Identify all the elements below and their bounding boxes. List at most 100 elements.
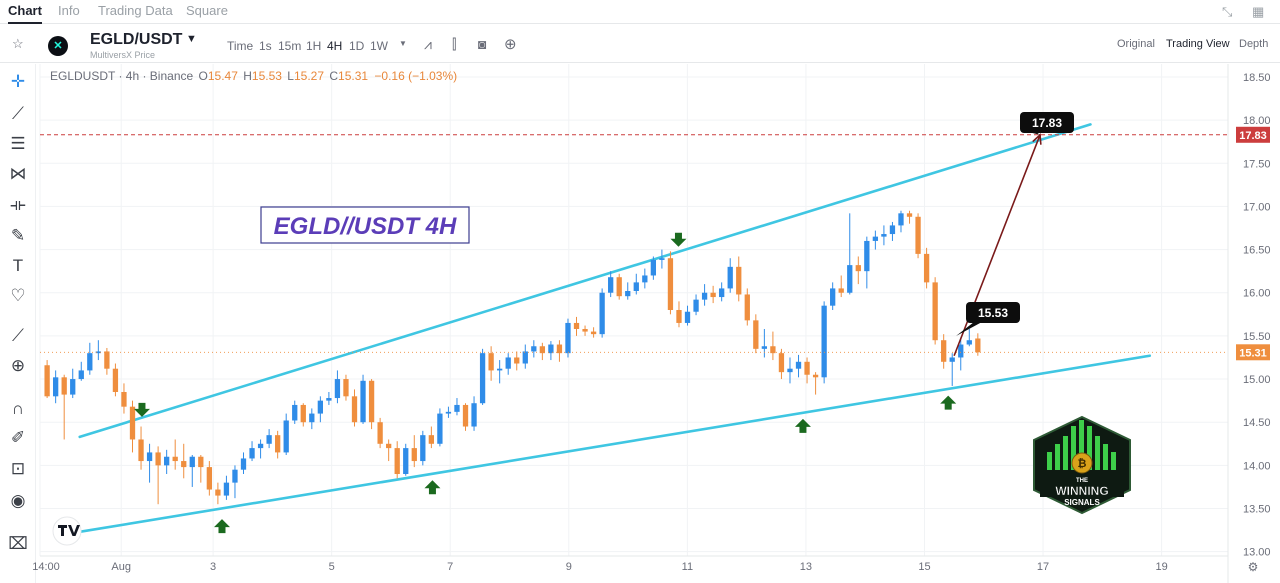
candle [838, 275, 844, 298]
candle [394, 441, 400, 479]
tab-chart[interactable]: Chart [8, 3, 42, 24]
candle-body [667, 258, 674, 310]
tab-info[interactable]: Info [58, 3, 80, 18]
candle-body [172, 456, 178, 462]
interval-1h[interactable]: 1H [306, 39, 322, 53]
candle [189, 455, 195, 487]
candle-body [941, 340, 947, 362]
interval-dropdown-icon[interactable]: ▼ [399, 39, 407, 48]
logo-text-winning: WINNING [1055, 484, 1108, 498]
grid-icon[interactable]: ▦ [1252, 4, 1265, 19]
camera-icon[interactable]: ◙ [478, 36, 487, 52]
candle [531, 340, 537, 358]
crosshair-icon[interactable]: ✛ [10, 72, 26, 91]
candle-body [309, 413, 315, 423]
interval-1d[interactable]: 1D [349, 39, 365, 53]
candle [164, 449, 170, 474]
price-tick-label: 15.50 [1243, 331, 1271, 343]
trendline-icon[interactable]: ⟋ [12, 104, 24, 123]
time-tick-label: 13 [800, 561, 812, 573]
symbol-subtitle: MultiversX Price [90, 50, 156, 60]
lock-draw-icon[interactable]: ✐ [10, 428, 26, 447]
add-icon[interactable]: ⊕ [504, 36, 517, 53]
tab-square[interactable]: Square [186, 3, 228, 18]
candle-body [958, 344, 964, 358]
brush-icon[interactable]: ✎ [10, 226, 26, 245]
time-tick-label: 19 [1155, 561, 1167, 573]
annotations: 17.83 15.53 EGLD//USDT 4H ₿ THEWINNINGSIGNAL… [40, 112, 1228, 546]
eye-icon[interactable]: ◉ [10, 491, 26, 510]
candle-body [736, 266, 742, 295]
candle [317, 396, 323, 423]
trash-icon[interactable]: ⌧ [8, 534, 28, 553]
candle [684, 305, 691, 326]
lock-icon[interactable]: ⊡ [10, 459, 26, 478]
zoom-icon[interactable]: ⊕ [10, 356, 26, 375]
entry-callout: 15.53 [956, 302, 1020, 336]
candle-body [548, 344, 554, 354]
indicator-icon[interactable]: ⩘ [424, 36, 432, 52]
interval-15m[interactable]: 15m [278, 39, 302, 53]
candle-body [872, 236, 879, 241]
candle-body [693, 299, 699, 312]
heart-icon[interactable]: ♡ [10, 286, 26, 305]
interval-1s[interactable]: 1s [259, 39, 272, 53]
candle [710, 285, 716, 304]
measure-icon[interactable]: ⟛ [10, 195, 26, 214]
time-tick-label: 17 [1037, 561, 1049, 573]
candle [915, 213, 921, 259]
candle [701, 284, 708, 306]
candle-body [590, 331, 597, 335]
text-icon[interactable]: T [12, 256, 24, 275]
candle [232, 465, 238, 499]
symbol-dropdown-icon[interactable]: ▼ [186, 33, 197, 45]
time-tick-label: 15 [918, 561, 930, 573]
candle-type-icon[interactable]: ⫿ [452, 36, 457, 52]
fib-icon[interactable]: ☰ [10, 134, 26, 153]
view-trading-view[interactable]: Trading View [1166, 38, 1230, 50]
candle-body [146, 452, 153, 462]
price-channel [78, 123, 1152, 534]
fullscreen-icon[interactable]: ⤡ [1222, 4, 1233, 19]
candle [223, 475, 230, 500]
candle [445, 406, 452, 418]
interval-4h[interactable]: 4H [327, 39, 343, 53]
favorite-star-icon[interactable]: ☆ [12, 36, 24, 51]
candle [146, 443, 153, 483]
view-depth[interactable]: Depth [1239, 38, 1269, 50]
candle [172, 439, 178, 470]
magnet-icon[interactable]: ∩ [11, 399, 25, 418]
candle [471, 396, 477, 431]
candle [633, 273, 639, 295]
candle-body [898, 213, 904, 226]
up-arrow-marker [213, 519, 230, 534]
candle-body [881, 234, 887, 237]
candle [736, 256, 742, 302]
ruler-icon[interactable]: ⟋ [12, 326, 24, 345]
candle-body [129, 406, 136, 440]
pattern-icon[interactable]: ⋈ [9, 164, 27, 183]
candle [889, 221, 896, 241]
candle [275, 430, 281, 459]
candle-body [368, 380, 375, 423]
candle-body [240, 458, 247, 470]
candle-body [53, 377, 59, 397]
logo-hexagon [1033, 415, 1131, 515]
candle-body [787, 368, 793, 373]
tab-trading-data[interactable]: Trading Data [98, 3, 173, 18]
projection-arrow-head [1032, 133, 1042, 145]
candle [257, 439, 264, 459]
candle-body [906, 213, 913, 217]
candle [881, 225, 887, 246]
interval-time[interactable]: Time [227, 39, 254, 53]
candle [958, 337, 964, 371]
interval-1w[interactable]: 1W [370, 39, 388, 53]
view-original[interactable]: Original [1117, 38, 1155, 50]
candle-body [121, 392, 127, 407]
symbol-name[interactable]: EGLD/USDT [90, 31, 183, 48]
candle [497, 360, 503, 384]
chart-grid [39, 64, 1228, 556]
candle-body [804, 361, 810, 375]
candle-body [283, 420, 289, 453]
